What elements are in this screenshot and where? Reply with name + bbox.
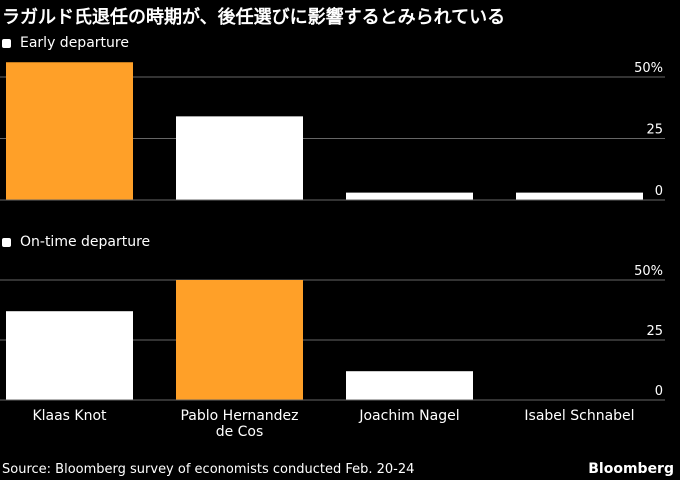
- legend-swatch: [2, 38, 11, 48]
- bar-klaas-knot: [6, 311, 133, 400]
- legend-swatch: [2, 237, 11, 247]
- y-tick-label: 25: [646, 123, 663, 138]
- bar-klaas-knot: [6, 62, 133, 200]
- bar-joachim-nagel: [346, 371, 473, 400]
- x-category-label: Isabel Schnabel: [524, 408, 634, 424]
- y-tick-label: 0: [655, 184, 663, 199]
- legend-on-time-departure: On-time departure: [2, 234, 150, 250]
- y-tick-label: 25: [646, 324, 663, 339]
- x-category-label: Klaas Knot: [32, 408, 107, 424]
- x-category-label: Pablo Hernandez: [180, 408, 298, 424]
- x-category-label: de Cos: [216, 424, 264, 440]
- legend-early-departure: Early departure: [2, 35, 129, 51]
- y-tick-label: 0: [655, 384, 663, 399]
- chart-title: ラガルド氏退任の時期が、後任選びに影響するとみられている: [2, 7, 506, 28]
- bar-pablo-hernandez-de-cos: [176, 116, 303, 200]
- y-tick-label: 50%: [634, 61, 663, 76]
- bar-joachim-nagel: [346, 192, 473, 200]
- bar-isabel-schnabel: [516, 192, 643, 200]
- legend-label: On-time departure: [20, 234, 151, 250]
- x-category-label: Joachim Nagel: [358, 408, 459, 424]
- source-note: Source: Bloomberg survey of economists c…: [2, 462, 415, 477]
- y-tick-label: 50%: [634, 264, 663, 279]
- brand-logo: Bloomberg: [588, 461, 674, 477]
- bar-pablo-hernandez-de-cos: [176, 280, 303, 400]
- legend-label: Early departure: [20, 35, 129, 51]
